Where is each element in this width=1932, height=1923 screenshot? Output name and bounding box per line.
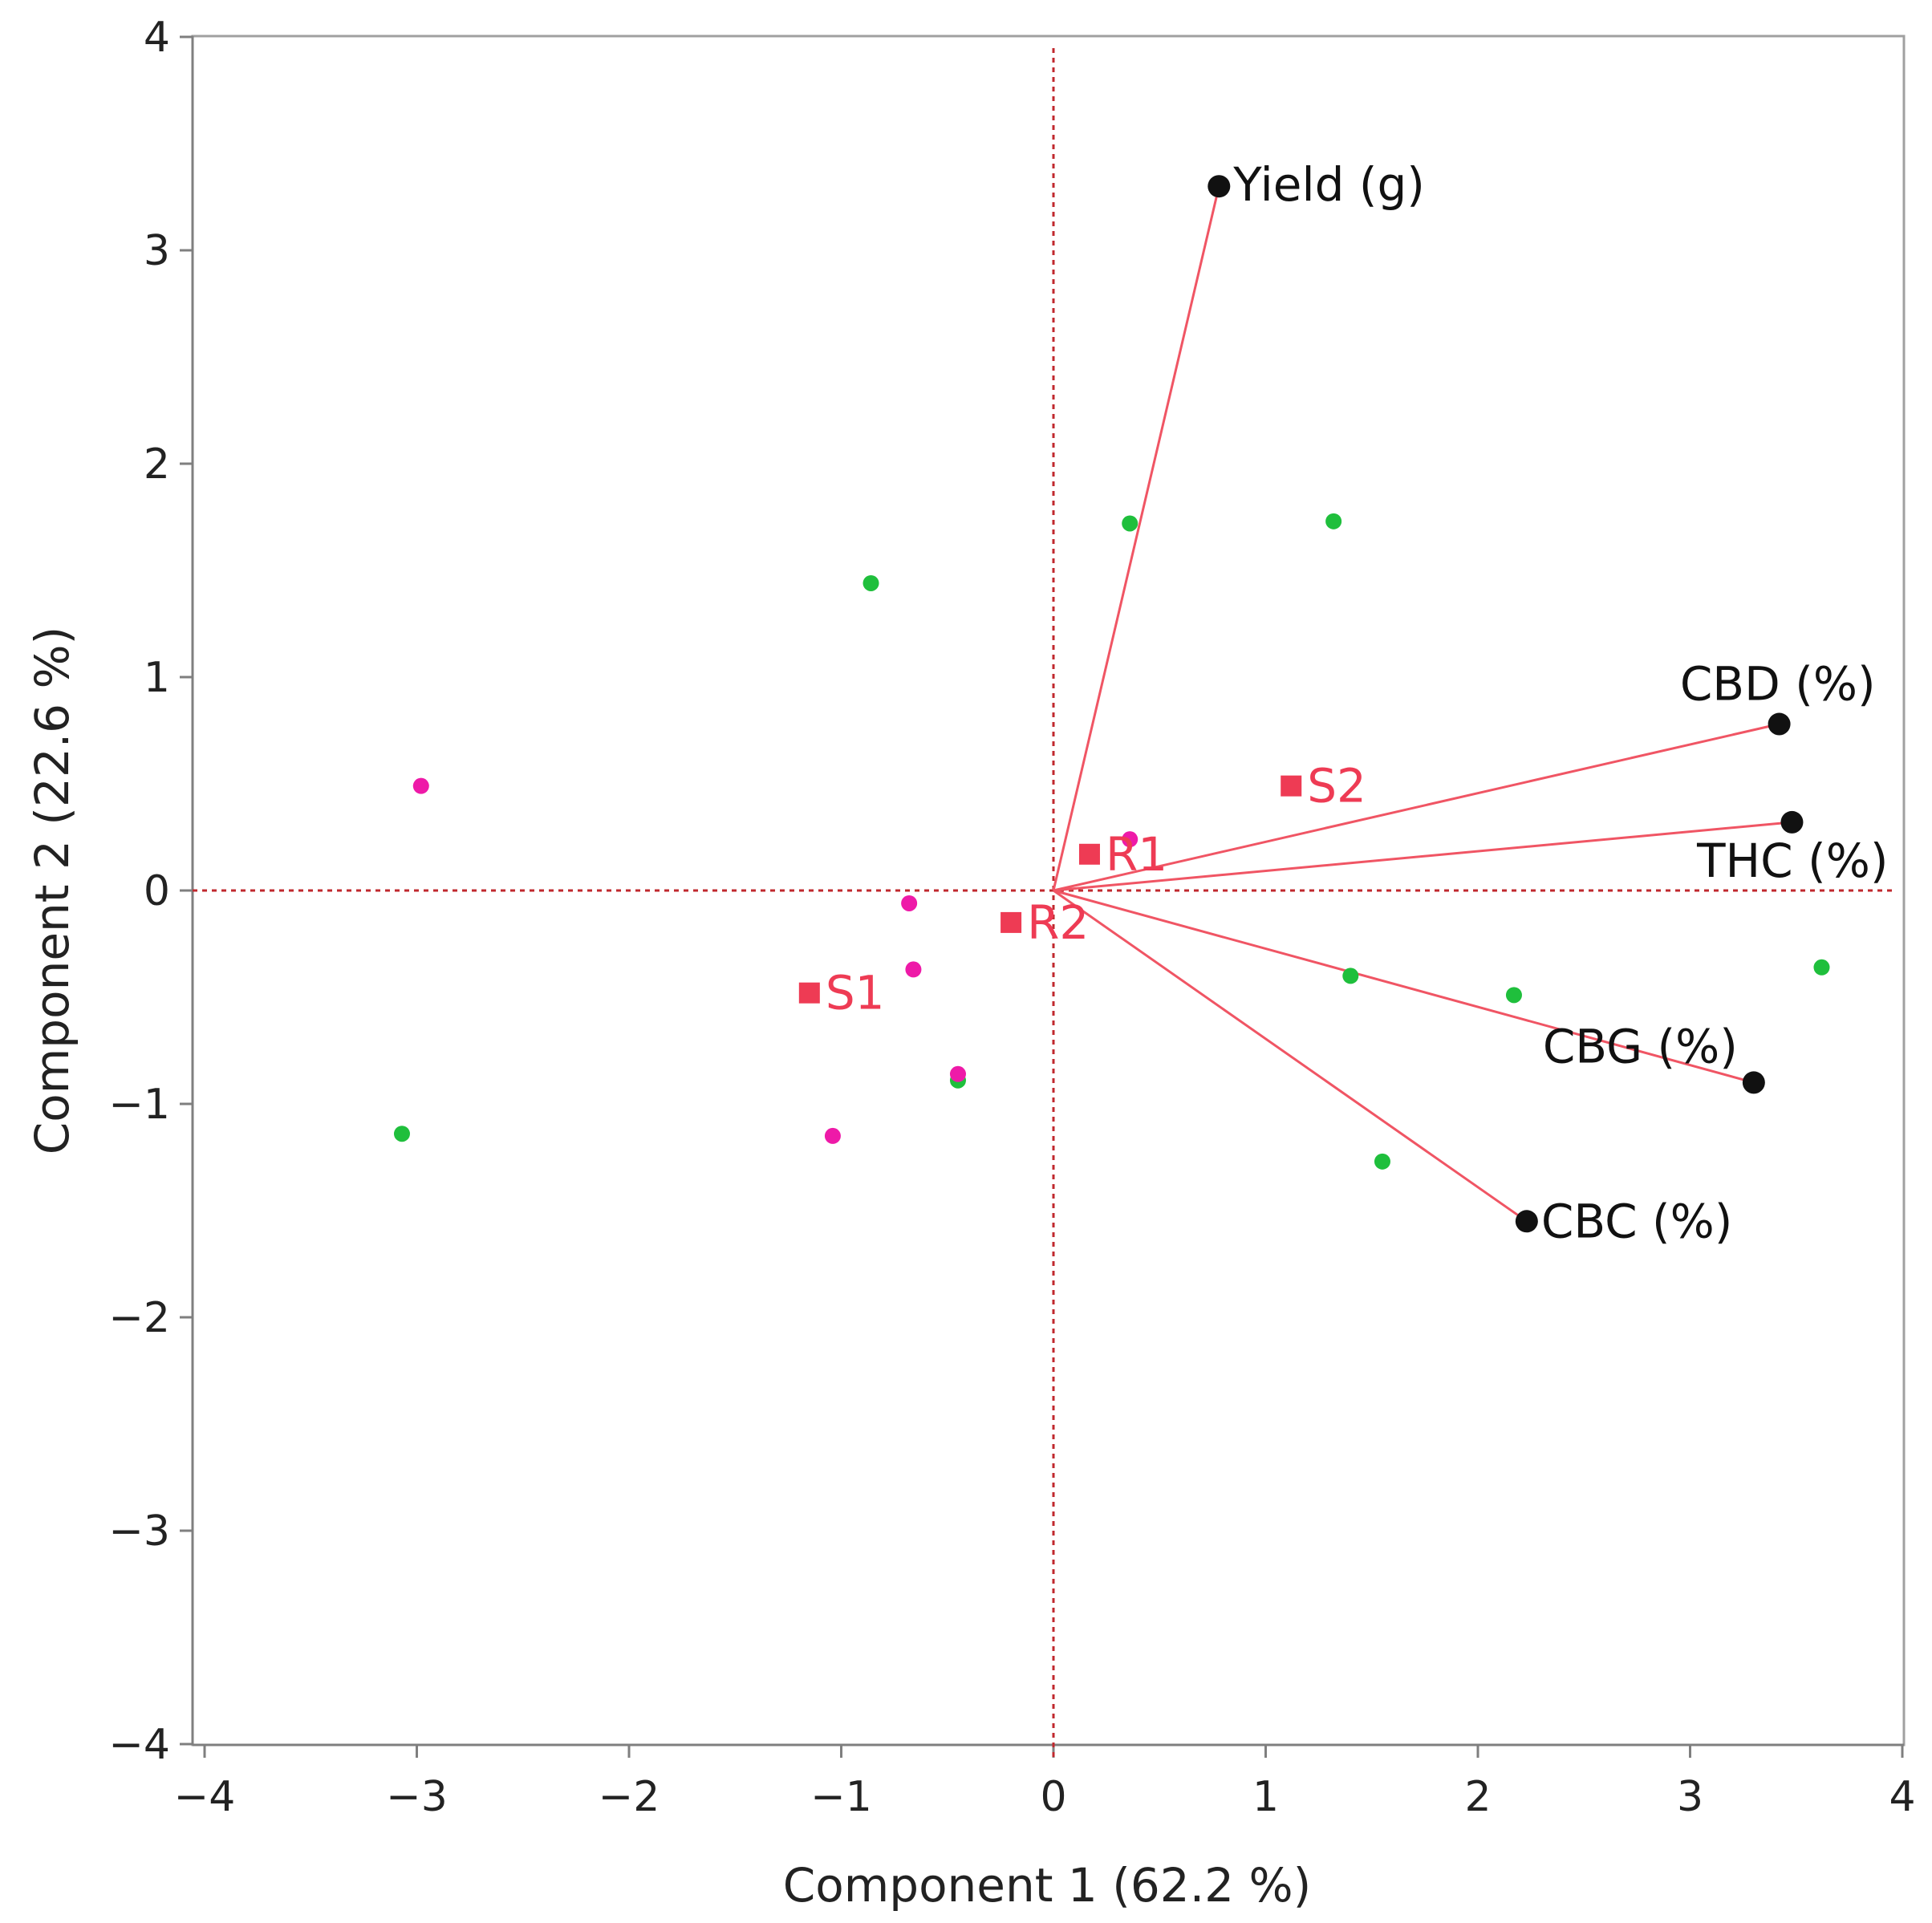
loading-arrow <box>1053 721 1780 892</box>
green-score-point <box>1342 968 1359 984</box>
group-label: S2 <box>1307 759 1366 813</box>
y-tick-label: 0 <box>144 867 170 915</box>
x-tick-label: 1 <box>1252 1773 1279 1821</box>
magenta-score-point <box>412 777 429 794</box>
loading-label: CBG (%) <box>1543 1019 1738 1073</box>
green-score-point <box>1505 987 1522 1004</box>
green-score-point <box>1813 959 1830 976</box>
loading-label: CBC (%) <box>1541 1194 1733 1248</box>
x-tick-label: 2 <box>1464 1773 1491 1821</box>
loading-label: THC (%) <box>1696 834 1888 888</box>
y-tick-label: 4 <box>144 14 170 62</box>
magenta-score-point <box>824 1127 841 1144</box>
y-tick-label: 1 <box>144 654 170 702</box>
loading-label: CBD (%) <box>1680 657 1876 712</box>
green-score-point <box>1374 1153 1390 1170</box>
loading-arrow <box>1053 889 1755 1085</box>
group-label: S1 <box>826 966 885 1020</box>
loading-labels: Yield (g) CBD (%) THC (%) CBG (%) CBC (%) <box>1232 157 1888 1248</box>
green-score-point <box>393 1126 410 1142</box>
loading-point <box>1515 1210 1538 1233</box>
group-markers: S2 R1 R2 S1 <box>798 759 1366 1020</box>
green-score-point <box>1325 513 1342 529</box>
loading-arrows <box>1052 175 1804 1233</box>
y-tick-label: −2 <box>108 1294 170 1342</box>
y-tick-label: 2 <box>144 440 170 489</box>
x-tick-label: 0 <box>1040 1773 1066 1821</box>
magenta-score-point <box>901 895 918 911</box>
green-score-point <box>1122 515 1138 532</box>
y-tick-label: −3 <box>108 1507 170 1556</box>
x-axis-title: Component 1 (62.2 %) <box>783 1858 1311 1913</box>
loading-arrow <box>1053 889 1528 1223</box>
x-tick-label: −3 <box>386 1773 448 1821</box>
group-marker <box>1281 775 1302 797</box>
x-tick-label: −1 <box>810 1773 872 1821</box>
loading-point <box>1742 1071 1765 1094</box>
loading-point <box>1780 810 1804 834</box>
y-axis-title: Component 2 (22.6 %) <box>25 627 79 1154</box>
loading-point <box>1208 175 1231 198</box>
group-marker <box>1078 843 1100 865</box>
loading-label: Yield (g) <box>1232 157 1425 212</box>
group-label: R1 <box>1106 827 1167 882</box>
reference-lines <box>193 48 1892 1761</box>
group-marker <box>798 982 820 1004</box>
score-points <box>393 513 1830 1170</box>
magenta-score-point <box>905 961 922 978</box>
group-marker <box>1000 911 1022 933</box>
x-tick-label: −4 <box>174 1773 236 1821</box>
x-tick-label: 4 <box>1889 1773 1915 1821</box>
x-tick-label: −2 <box>599 1773 660 1821</box>
y-tick-label: −4 <box>108 1721 170 1769</box>
y-tick-label: 3 <box>144 227 170 275</box>
loading-arrow <box>1052 185 1222 891</box>
y-tick-label: −1 <box>108 1081 170 1129</box>
loading-point <box>1768 712 1791 736</box>
axes: −4 −3 −2 −1 0 1 2 3 4 −4 −3 −2 −1 0 1 2 3 4 <box>108 14 1915 1821</box>
loading-arrow <box>1053 818 1793 892</box>
x-tick-label: 3 <box>1677 1773 1703 1821</box>
group-label: R2 <box>1027 895 1089 950</box>
green-score-point <box>862 574 879 591</box>
magenta-score-point <box>949 1065 966 1082</box>
magenta-score-point <box>1122 831 1138 848</box>
